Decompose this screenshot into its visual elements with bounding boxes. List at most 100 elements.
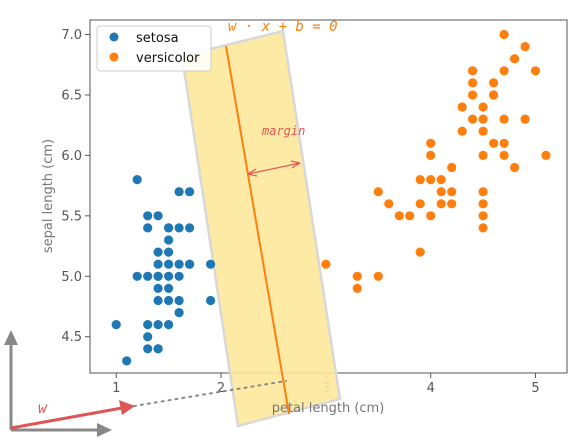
legend-label-versicolor: versicolor xyxy=(136,51,200,66)
versicolor-point-18 xyxy=(447,187,457,197)
versicolor-point-27 xyxy=(478,199,488,209)
setosa-point-31 xyxy=(174,308,184,318)
versicolor-point-36 xyxy=(499,138,509,148)
versicolor-point-34 xyxy=(489,138,499,148)
y-axis-title: sepal length (cm) xyxy=(41,139,56,253)
x-tick-label-0: 1 xyxy=(112,381,120,396)
versicolor-point-44 xyxy=(530,66,541,76)
setosa-point-10 xyxy=(153,259,163,269)
weight-vector xyxy=(10,406,123,430)
versicolor-point-14 xyxy=(426,211,436,221)
versicolor-point-8 xyxy=(415,199,425,209)
weight-vector-label: w xyxy=(38,399,48,417)
series-versicolor xyxy=(321,29,551,293)
versicolor-point-48 xyxy=(478,211,488,221)
setosa-point-7 xyxy=(143,332,153,342)
versicolor-point-45 xyxy=(541,150,551,160)
setosa-point-32 xyxy=(174,259,184,269)
versicolor-point-7 xyxy=(405,211,415,221)
versicolor-point-10 xyxy=(415,247,425,257)
versicolor-point-15 xyxy=(436,175,446,185)
versicolor-point-5 xyxy=(384,199,394,209)
setosa-point-24 xyxy=(164,247,174,257)
legend-marker-versicolor xyxy=(109,52,119,62)
setosa-point-6 xyxy=(143,211,153,221)
legend-label-setosa: setosa xyxy=(136,31,179,46)
legend-marker-setosa xyxy=(109,32,119,42)
setosa-point-38 xyxy=(185,259,195,269)
versicolor-point-42 xyxy=(520,42,530,52)
setosa-point-3 xyxy=(132,271,142,281)
setosa-point-17 xyxy=(153,247,163,257)
setosa-point-1 xyxy=(122,356,132,366)
setosa-point-23 xyxy=(164,271,174,281)
versicolor-point-13 xyxy=(426,175,436,185)
versicolor-point-12 xyxy=(426,150,436,160)
y-tick-label-3: 6.0 xyxy=(61,149,82,164)
y-tick-label-4: 6.5 xyxy=(61,88,82,103)
y-tick-label-1: 5.0 xyxy=(61,270,82,285)
setosa-point-2 xyxy=(132,175,142,185)
setosa-point-34 xyxy=(174,223,184,233)
setosa-point-15 xyxy=(153,295,163,306)
setosa-point-26 xyxy=(164,235,174,245)
setosa-point-9 xyxy=(143,320,153,330)
setosa-point-0 xyxy=(111,320,121,330)
versicolor-point-30 xyxy=(478,223,488,233)
margin-label: margin xyxy=(261,124,305,138)
versicolor-point-26 xyxy=(478,187,488,197)
versicolor-point-41 xyxy=(509,162,520,173)
setosa-point-29 xyxy=(174,187,184,197)
versicolor-point-11 xyxy=(426,138,436,148)
versicolor-point-31 xyxy=(478,126,488,136)
setosa-point-35 xyxy=(185,187,195,197)
versicolor-point-22 xyxy=(457,126,467,136)
versicolor-point-21 xyxy=(457,102,467,112)
setosa-point-27 xyxy=(164,223,174,233)
x-tick-label-3: 4 xyxy=(427,381,435,396)
setosa-point-22 xyxy=(164,259,174,269)
basis-axis-vertical-head xyxy=(4,330,18,345)
margin-arrow-head-left xyxy=(247,168,258,177)
versicolor-point-28 xyxy=(478,150,488,160)
setosa-point-30 xyxy=(174,271,184,281)
versicolor-point-23 xyxy=(468,66,478,76)
x-tick-label-1: 2 xyxy=(217,381,225,396)
setosa-point-40 xyxy=(206,295,216,306)
margin-band-shape xyxy=(180,29,342,428)
y-axis: 4.5 5.0 5.5 6.0 6.5 7.0 xyxy=(61,28,90,345)
margin-arrow-line xyxy=(247,162,301,175)
y-tick-label-2: 5.5 xyxy=(61,209,82,224)
versicolor-point-24 xyxy=(468,78,478,88)
versicolor-point-17 xyxy=(436,199,446,209)
hyperplane-line xyxy=(225,45,290,415)
basis-axis-horizontal-head xyxy=(97,423,112,437)
versicolor-point-38 xyxy=(499,114,509,124)
setosa-point-28 xyxy=(164,320,174,330)
versicolor-point-25 xyxy=(468,114,478,124)
versicolor-point-49 xyxy=(489,90,499,100)
versicolor-point-2 xyxy=(352,283,362,293)
margin-band xyxy=(180,29,342,428)
data-points xyxy=(111,29,551,366)
setosa-point-4 xyxy=(143,271,153,281)
hyperplane-label: w · x + b = 0 xyxy=(228,19,338,35)
setosa-point-39 xyxy=(206,259,216,269)
versicolor-point-4 xyxy=(373,271,383,281)
versicolor-point-35 xyxy=(499,29,509,40)
versicolor-point-40 xyxy=(509,54,520,64)
setosa-point-36 xyxy=(185,223,195,233)
svm-overlay: w · x + b = 0 margin w xyxy=(4,19,338,437)
versicolor-point-39 xyxy=(499,150,509,160)
setosa-point-25 xyxy=(164,295,174,306)
setosa-point-21 xyxy=(164,283,174,293)
y-tick-label-5: 7.0 xyxy=(61,28,82,43)
versicolor-point-29 xyxy=(478,102,488,112)
versicolor-point-9 xyxy=(415,175,425,185)
setosa-point-5 xyxy=(143,223,153,233)
weight-vector-extension xyxy=(133,380,287,407)
setosa-point-18 xyxy=(153,271,163,281)
versicolor-point-16 xyxy=(436,187,446,197)
legend-frame xyxy=(96,25,212,72)
